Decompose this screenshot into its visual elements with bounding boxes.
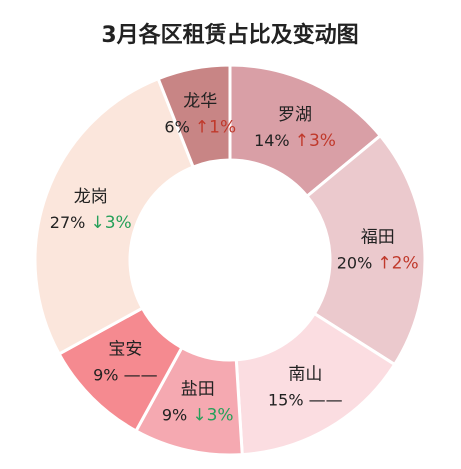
change-value: 1% [209, 118, 236, 138]
slice-percent: 20% [337, 254, 378, 273]
slice-name-label: 盐田 [181, 379, 215, 399]
change-arrow-icon: ↑ [195, 118, 209, 138]
change-arrow-icon: ↑ [377, 254, 391, 274]
slice-龙华 [156, 63, 232, 169]
slice-group [33, 63, 427, 457]
slice-percent: 9% [162, 405, 192, 424]
change-arrow-icon: ↓ [192, 405, 206, 425]
slice-龙岗 [33, 76, 196, 356]
slice-value-label: 9% ↓3% [162, 405, 234, 425]
slice-name-label: 南山 [288, 364, 322, 384]
slice-value-label: 20% ↑2% [337, 254, 419, 274]
slice-percent: 9% [93, 366, 123, 385]
change-value: 3% [309, 131, 336, 151]
slice-value-label: 9% —— [93, 366, 157, 386]
change-flat-dash: —— [124, 366, 158, 386]
slice-name-label: 宝安 [108, 340, 142, 360]
slice-name-label: 龙华 [183, 92, 217, 112]
change-value: 3% [207, 405, 234, 425]
slice-value-label: 14% ↑3% [254, 131, 336, 151]
slice-percent: 27% [50, 213, 91, 232]
chart-title: 3月各区租赁占比及变动图 [101, 22, 358, 48]
slice-value-label: 15% —— [268, 390, 343, 410]
slice-福田 [304, 133, 427, 367]
change-value: 2% [392, 254, 419, 274]
slice-percent: 15% [268, 390, 309, 409]
slice-name-label: 罗湖 [278, 105, 312, 125]
change-arrow-icon: ↓ [90, 213, 104, 233]
slice-percent: 6% [164, 118, 194, 137]
slice-percent: 14% [254, 131, 295, 150]
slice-value-label: 6% ↑1% [164, 118, 236, 138]
slice-value-label: 27% ↓3% [50, 213, 132, 233]
slice-name-label: 龙岗 [74, 187, 108, 207]
change-arrow-icon: ↑ [295, 131, 309, 151]
slice-name-label: 福田 [361, 228, 395, 248]
change-value: 3% [105, 213, 132, 233]
change-flat-dash: —— [309, 390, 343, 410]
